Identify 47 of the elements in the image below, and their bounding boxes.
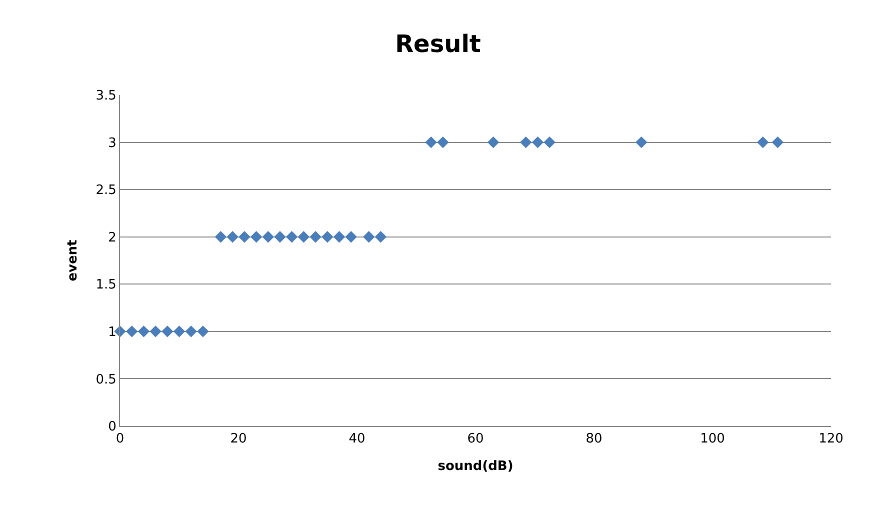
point — [262, 231, 274, 243]
y-tick-label: 3.5 — [96, 88, 116, 104]
y-tick-label: 2 — [108, 230, 116, 246]
x-tick-label: 60 — [467, 432, 484, 447]
y-tick-label: 1.5 — [96, 278, 116, 293]
x-tick-label: 40 — [348, 432, 366, 447]
point — [544, 136, 556, 148]
x-axis-title: sound(dB) — [438, 459, 514, 474]
point — [322, 231, 334, 243]
y-tick-label: 3 — [108, 136, 116, 151]
point — [238, 231, 250, 243]
x-tick-label: 20 — [230, 432, 247, 447]
chart-title: Result — [395, 30, 481, 58]
point — [286, 231, 298, 243]
y-tick-label: 0 — [108, 420, 116, 435]
y-tick-label: 2.5 — [96, 183, 116, 198]
point — [310, 231, 322, 243]
point — [487, 136, 500, 148]
point — [274, 231, 286, 243]
point — [126, 326, 138, 338]
point — [150, 326, 162, 338]
point — [185, 326, 197, 338]
point — [162, 326, 174, 338]
point — [772, 136, 784, 148]
point — [333, 231, 346, 243]
point — [226, 231, 238, 243]
point — [425, 136, 437, 148]
point — [345, 231, 357, 243]
point — [757, 136, 769, 148]
y-axis-title: event — [66, 240, 81, 282]
point — [214, 231, 227, 243]
y-tick-label: 1 — [108, 324, 116, 340]
point — [298, 231, 310, 243]
x-tick-label: 80 — [586, 432, 602, 447]
point — [520, 136, 532, 148]
x-tick-label: 100 — [700, 432, 725, 447]
x-tick-label: 120 — [818, 432, 844, 447]
point — [363, 231, 375, 243]
y-tick-label: 0.5 — [96, 372, 116, 388]
point — [173, 326, 186, 338]
point — [532, 136, 544, 148]
point — [138, 326, 150, 338]
point — [437, 136, 449, 148]
point — [636, 136, 648, 148]
point — [250, 231, 262, 243]
point — [197, 326, 209, 338]
point — [374, 231, 387, 243]
